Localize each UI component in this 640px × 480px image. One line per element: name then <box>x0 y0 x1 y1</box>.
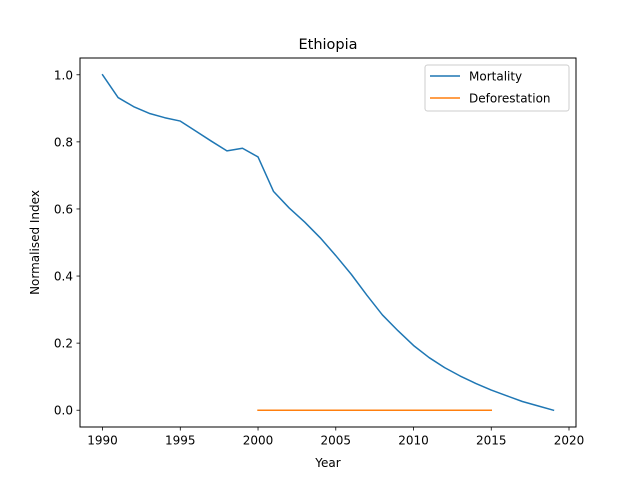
legend-box <box>424 64 570 112</box>
chart-title: Ethiopia <box>298 37 357 53</box>
series-line-mortality <box>101 73 555 412</box>
y-tick-label: 0.2 <box>54 337 73 351</box>
x-tick-label: 2000 <box>243 434 274 448</box>
x-axis: 1990 1995 2000 2005 2010 2015 2020 <box>87 427 584 448</box>
x-tick-label: 1995 <box>165 434 196 448</box>
y-tick-label: 0.8 <box>54 135 73 149</box>
y-tick-label: 0.6 <box>54 202 73 216</box>
plot-frame <box>79 57 577 428</box>
x-tick-label: 1990 <box>87 434 118 448</box>
y-axis-label: Normalised Index <box>28 190 42 295</box>
y-tick-label: 1.0 <box>54 68 73 82</box>
x-tick-label: 2005 <box>321 434 352 448</box>
y-tick-label: 0.4 <box>54 270 73 284</box>
x-tick-label: 2015 <box>476 434 507 448</box>
x-axis-label: Year <box>314 456 340 470</box>
plot-area <box>101 73 555 412</box>
legend: Mortality Deforestation <box>424 64 570 112</box>
y-axis: 0.0 0.2 0.4 0.6 0.8 1.0 <box>54 68 80 418</box>
y-tick-label: 0.0 <box>54 404 73 418</box>
legend-label-mortality: Mortality <box>469 70 522 84</box>
x-tick-label: 2020 <box>554 434 585 448</box>
x-tick-label: 2010 <box>398 434 429 448</box>
legend-label-deforestation: Deforestation <box>469 92 551 106</box>
